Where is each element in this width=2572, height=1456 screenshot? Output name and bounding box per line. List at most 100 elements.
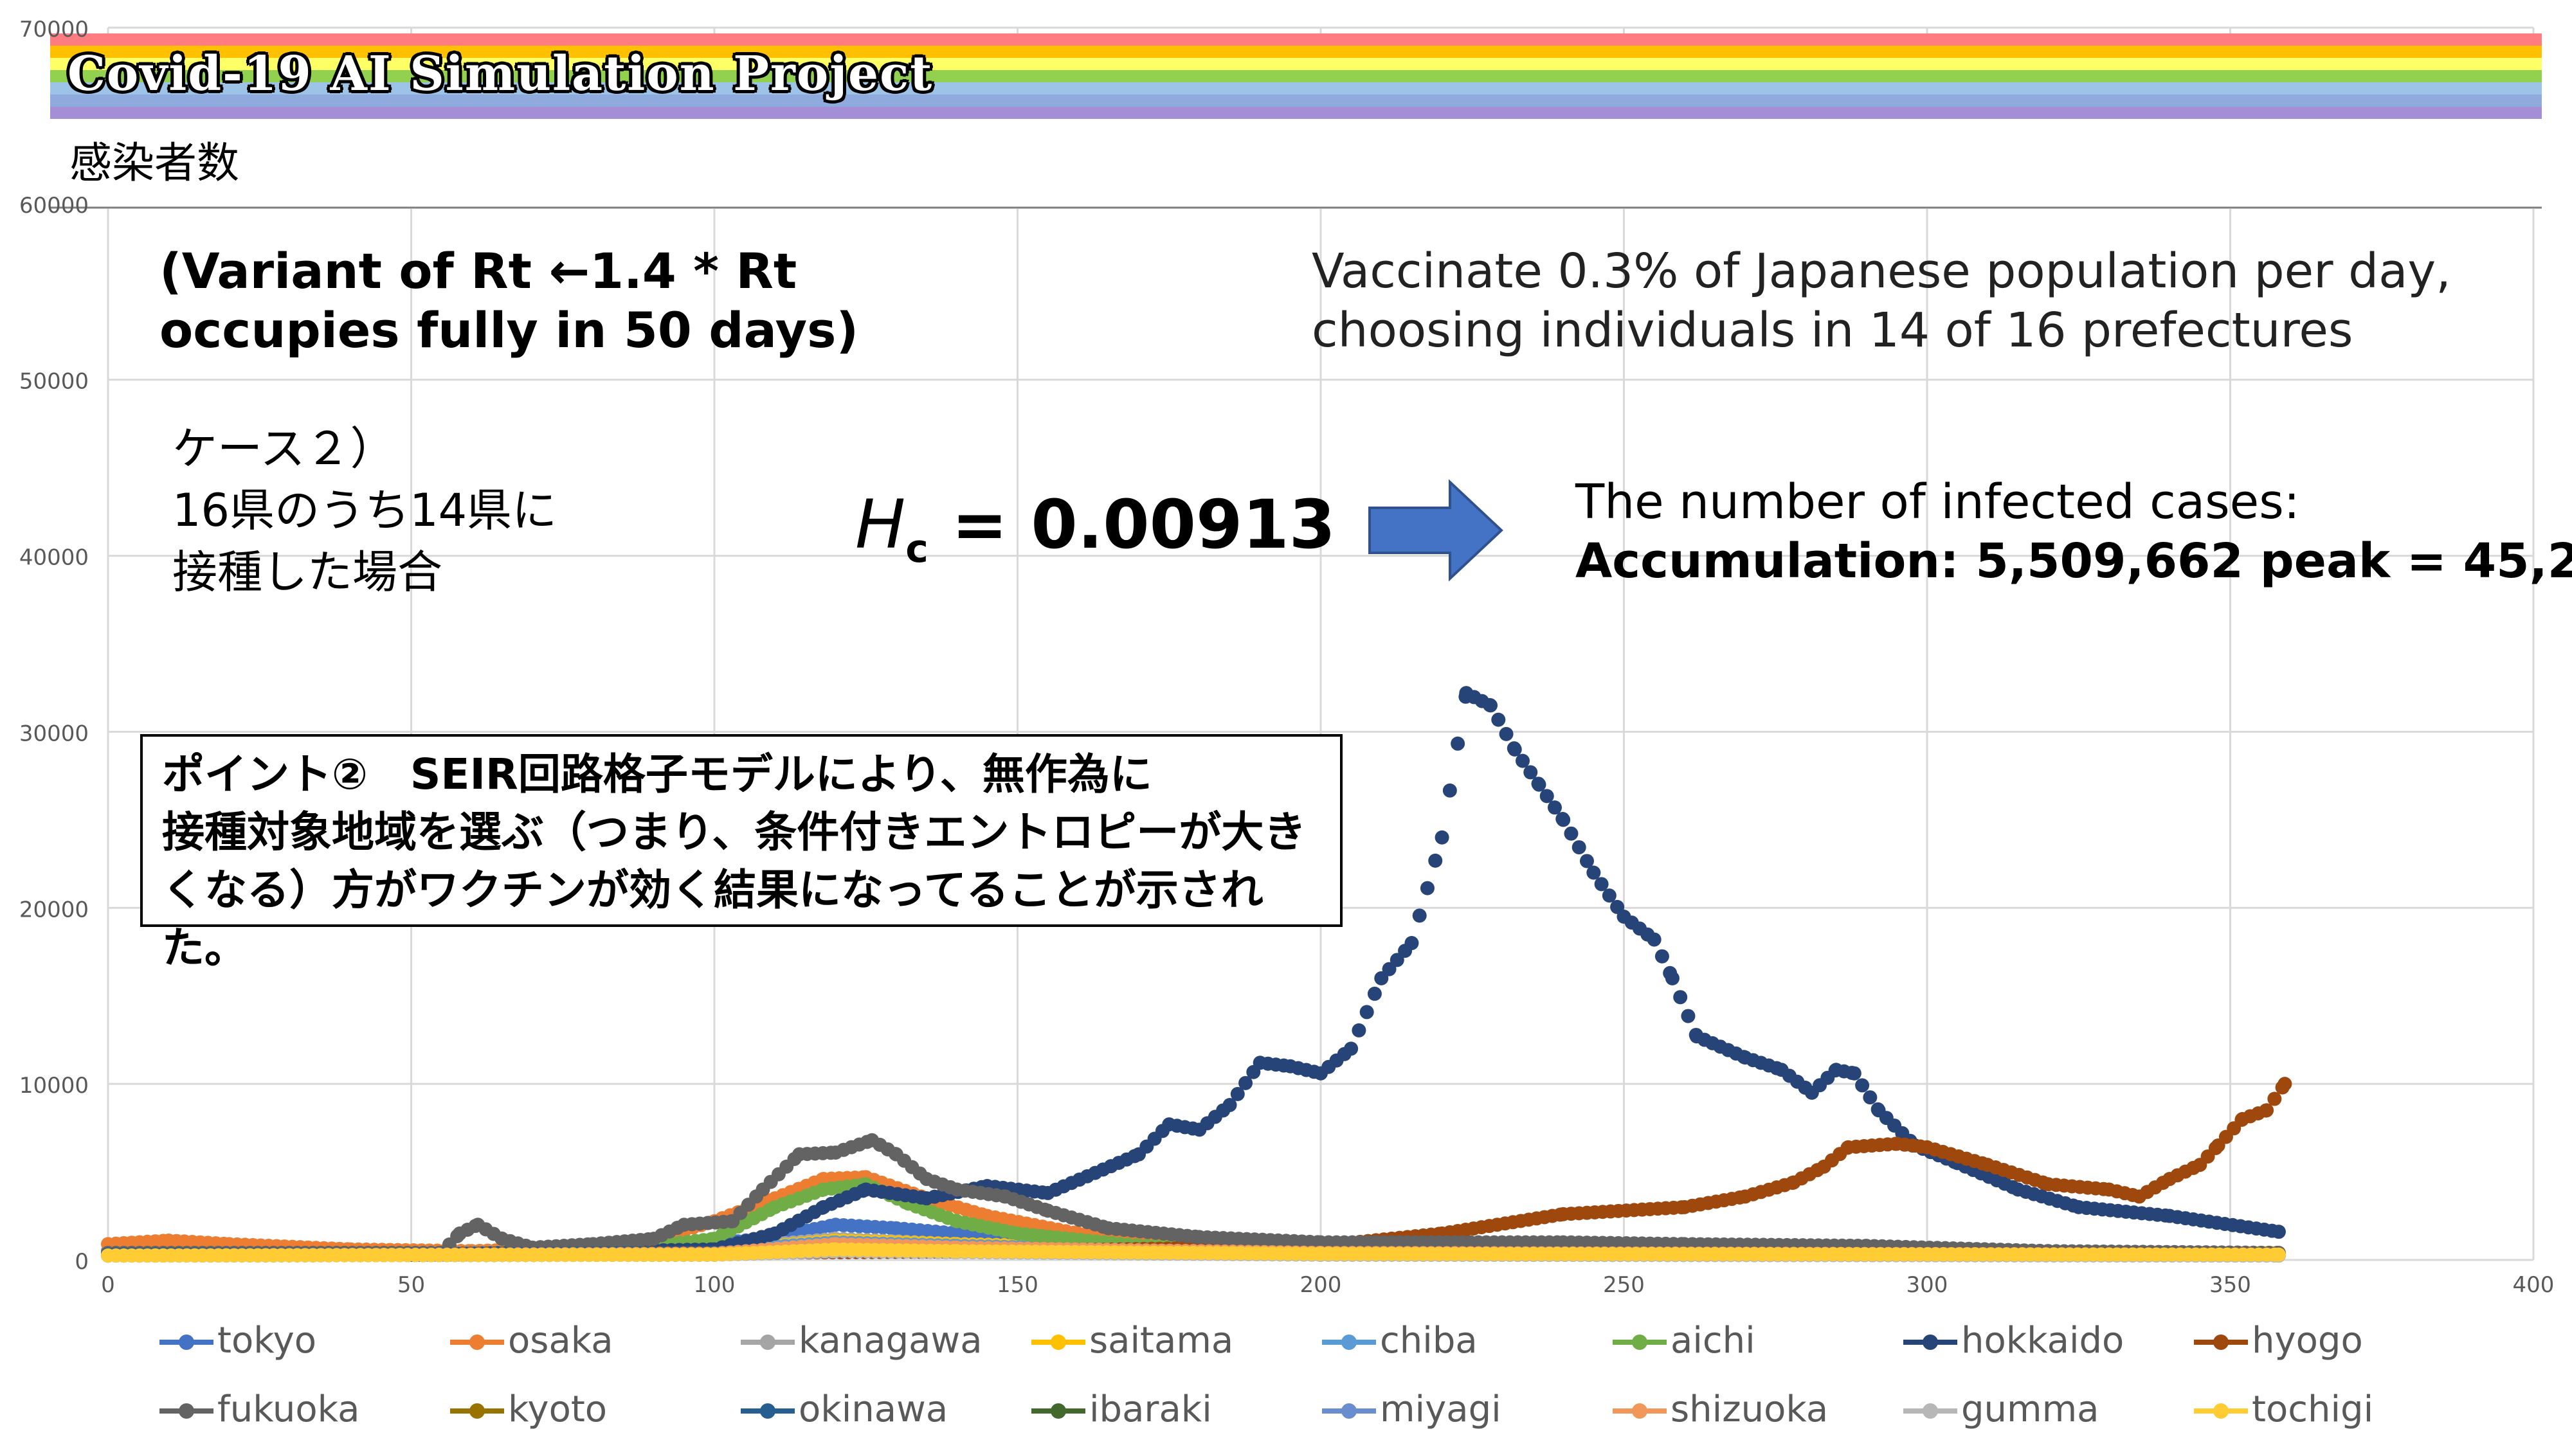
vaccinate-note-line1: Vaccinate 0.3% of Japanese population pe… — [1312, 244, 2451, 299]
legend-marker — [1632, 1335, 1647, 1350]
legend-marker — [1051, 1403, 1066, 1419]
data-point — [1367, 986, 1382, 1001]
data-point — [1594, 877, 1609, 892]
legend-marker — [1051, 1335, 1066, 1350]
data-point — [2260, 1103, 2274, 1118]
legend-marker — [1341, 1335, 1357, 1350]
data-point — [1523, 765, 1538, 780]
x-tick-label: 300 — [1906, 1272, 1948, 1298]
data-point — [2271, 1247, 2286, 1262]
rainbow-stripe — [50, 107, 2542, 119]
legend-label-ibaraki: ibaraki — [1089, 1389, 1212, 1430]
legend-markers — [159, 1335, 2248, 1419]
banner-title: Covid-19 AI Simulation Project — [68, 46, 934, 102]
rainbow-stripe — [50, 46, 2542, 58]
data-point — [1863, 1090, 1878, 1105]
x-tick-label: 250 — [1603, 1272, 1645, 1298]
data-point — [1382, 962, 1397, 976]
legend-label-okinawa: okinawa — [799, 1389, 948, 1430]
data-point — [1230, 1086, 1245, 1101]
variant-note-line1: (Variant of Rt ←1.4 * Rt — [159, 242, 797, 300]
variant-note-line2: occupies fully in 50 days) — [159, 301, 859, 359]
data-point — [1374, 971, 1389, 985]
data-point — [1404, 936, 1419, 951]
legend-marker — [469, 1335, 485, 1350]
legend-marker — [1923, 1403, 1938, 1419]
y-tick-label: 0 — [75, 1249, 89, 1275]
data-point — [1516, 753, 1530, 768]
data-point — [1647, 932, 1662, 947]
legend-label-kanagawa: kanagawa — [799, 1320, 983, 1362]
legend-label-shizuoka: shizuoka — [1671, 1389, 1829, 1430]
data-point — [1491, 712, 1506, 727]
point-line2: 接種対象地域を選ぶ（つまり、条件付きエントロピーが大き — [162, 807, 1307, 857]
legend-marker — [2213, 1335, 2229, 1350]
data-point — [1344, 1041, 1359, 1056]
legend-label-chiba: chiba — [1380, 1320, 1478, 1362]
data-point — [1556, 813, 1571, 827]
legend-label-kyoto: kyoto — [508, 1389, 608, 1430]
rainbow-stripe — [50, 58, 2542, 70]
x-tick-label: 100 — [694, 1272, 736, 1298]
data-point — [1855, 1078, 1870, 1093]
vaccinate-note-line2: choosing individuals in 14 of 16 prefect… — [1312, 303, 2353, 358]
legend-label-saitama: saitama — [1089, 1320, 1234, 1362]
hc-subscript: c — [905, 526, 928, 571]
data-point — [1435, 830, 1449, 845]
legend-label-hokkaido: hokkaido — [1961, 1320, 2124, 1362]
legend-marker — [469, 1403, 485, 1419]
legend-label-aichi: aichi — [1671, 1320, 1755, 1362]
data-point — [1352, 1023, 1366, 1038]
banner-backdrop — [50, 119, 2542, 209]
right-arrow-icon — [1368, 479, 1503, 582]
case-note-line1: ケース２） — [172, 422, 395, 475]
x-tick-label: 50 — [397, 1272, 425, 1298]
data-point — [1222, 1098, 1237, 1113]
variant-note: (Variant of Rt ←1.4 * Rt occupies fully … — [159, 242, 858, 360]
legend-label-hyogo: hyogo — [2252, 1320, 2363, 1362]
data-point — [1654, 949, 1669, 964]
data-point — [1390, 953, 1404, 967]
x-tick-label: 350 — [2209, 1272, 2251, 1298]
legend-label-gumma: gumma — [1961, 1389, 2099, 1430]
point-box: ポイント② SEIR回路格子モデルにより、無作為に 接種対象地域を選ぶ（つまり、… — [140, 734, 1343, 973]
data-point — [1673, 990, 1688, 1005]
data-point — [1483, 698, 1498, 713]
hc-value: Hc = 0.00913 — [855, 485, 1336, 571]
y-tick-label: 70000 — [19, 17, 89, 42]
legend-marker — [179, 1403, 194, 1419]
legend-label-tokyo: tokyo — [217, 1320, 317, 1362]
x-tick-label: 0 — [101, 1272, 115, 1298]
legend-marker — [760, 1335, 775, 1350]
data-point — [1847, 1066, 1861, 1081]
data-point — [1359, 1005, 1374, 1020]
data-point — [1602, 888, 1617, 903]
x-tick-label: 150 — [997, 1272, 1038, 1298]
data-point — [1499, 726, 1514, 741]
data-point — [1579, 854, 1594, 868]
x-tick-label: 200 — [1300, 1272, 1342, 1298]
data-point — [2271, 1225, 2286, 1239]
legend-marker — [1923, 1335, 1938, 1350]
series-tochigi — [101, 1242, 2286, 1263]
vaccinate-note: Vaccinate 0.3% of Japanese population pe… — [1312, 242, 2451, 360]
y-tick-label: 40000 — [19, 545, 89, 571]
data-point — [1238, 1075, 1253, 1090]
legend-marker — [2213, 1403, 2229, 1419]
hc-number: = 0.00913 — [952, 485, 1336, 564]
data-point — [1451, 736, 1465, 751]
case-note-line2: 16県のうち14県に — [172, 484, 557, 537]
x-tick-label: 400 — [2513, 1272, 2555, 1298]
y-tick-label: 10000 — [19, 1073, 89, 1099]
hc-symbol: H — [855, 485, 906, 564]
data-point — [1532, 777, 1546, 792]
data-point — [1442, 783, 1457, 798]
point-line3: くなる）方がワクチンが効く結果になってることが示された。 — [162, 865, 1263, 973]
rainbow-stripe — [50, 70, 2542, 82]
point-line1: ポイント② SEIR回路格子モデルにより、無作為に — [162, 750, 1152, 799]
data-point — [1412, 908, 1427, 923]
rainbow-stripe — [50, 82, 2542, 94]
data-point — [1507, 742, 1522, 757]
data-point — [1539, 789, 1554, 804]
